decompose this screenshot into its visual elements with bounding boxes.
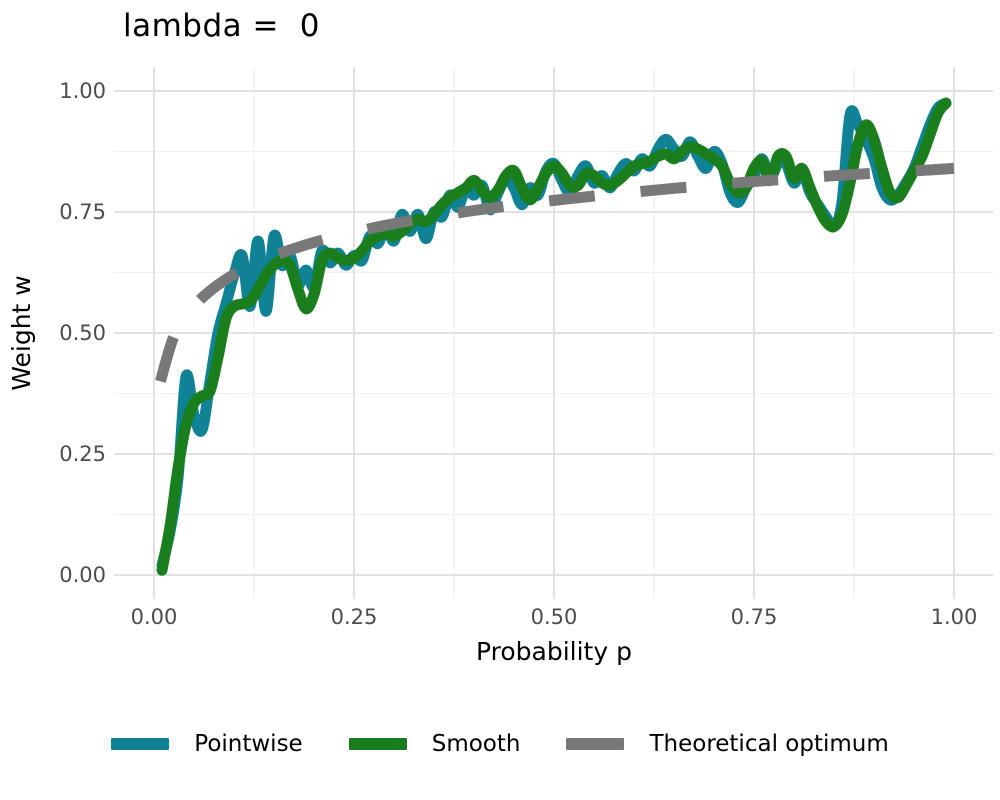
legend: Pointwise Smooth Theoretical optimum xyxy=(0,722,1000,766)
x-axis-title: Probability p xyxy=(476,637,632,666)
plot-panel: 0.00 0.25 0.50 0.75 1.00 0.00 0.25 0.50 0.75 1.00… xyxy=(7,67,993,666)
x-tick-label: 0.50 xyxy=(531,605,578,629)
x-tick-label: 1.00 xyxy=(931,605,978,629)
y-tick-label: 0.00 xyxy=(59,563,106,587)
y-axis-title: Weight w xyxy=(7,275,36,391)
legend-item-pointwise: Pointwise xyxy=(111,731,303,757)
theoretical-optimum-line xyxy=(155,162,955,383)
pointwise-key-swatch xyxy=(111,738,170,750)
y-tick-label: 0.75 xyxy=(59,200,106,224)
data-lines xyxy=(155,97,955,576)
legend-label-theoretical: Theoretical optimum xyxy=(649,731,889,757)
axis-tick-labels: 0.00 0.25 0.50 0.75 1.00 0.00 0.25 0.50 0.75 1.00 xyxy=(59,79,977,629)
legend-label-pointwise: Pointwise xyxy=(194,731,303,757)
legend-item-theoretical: Theoretical optimum xyxy=(566,731,889,757)
x-tick-label: 0.75 xyxy=(731,605,778,629)
smooth-line xyxy=(156,97,952,576)
legend-item-smooth: Smooth xyxy=(348,731,521,757)
x-tick-label: 0.25 xyxy=(331,605,378,629)
smooth-key-swatch xyxy=(348,738,407,750)
y-tick-label: 0.25 xyxy=(59,442,106,466)
plot-title: lambda = 0 xyxy=(123,8,320,44)
x-tick-label: 0.00 xyxy=(131,605,178,629)
legend-label-smooth: Smooth xyxy=(431,731,521,757)
y-tick-label: 1.00 xyxy=(59,79,106,103)
y-tick-label: 0.50 xyxy=(59,321,106,345)
theoretical-key-swatch xyxy=(566,738,625,750)
